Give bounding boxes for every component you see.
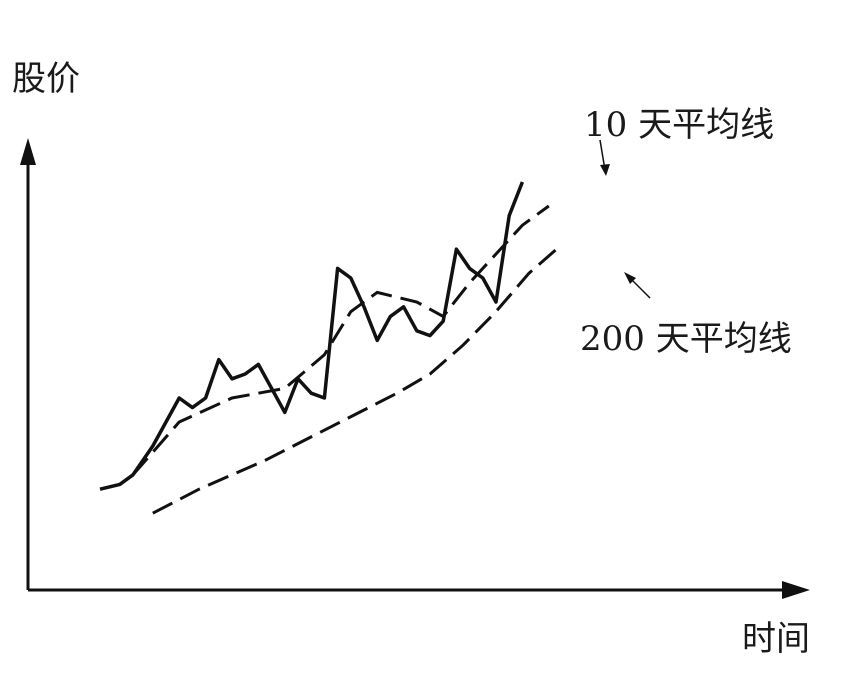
annotation-10-day-average: 10 天平均线 xyxy=(584,105,774,145)
y-axis-label: 股价 xyxy=(12,59,80,99)
x-axis-label: 时间 xyxy=(742,619,810,659)
series-line-200-day-average xyxy=(152,243,563,515)
series-line-10-day-average xyxy=(131,204,550,476)
annotation-200-day-average: 200 天平均线 xyxy=(580,319,792,359)
y-axis-arrow-icon xyxy=(20,138,36,165)
series-line-price xyxy=(99,181,525,491)
x-axis-arrow-icon xyxy=(782,581,810,599)
annotation-200-day-pointer xyxy=(629,277,651,299)
annotation-10-day-arrow-icon xyxy=(600,164,610,176)
annotation-200-day-arrow-icon xyxy=(624,272,636,284)
